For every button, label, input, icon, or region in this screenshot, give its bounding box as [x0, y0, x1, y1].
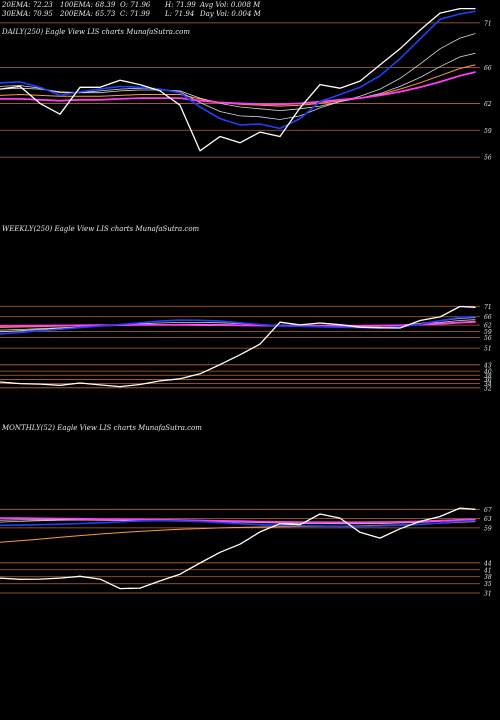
high-value: H: 71.99 — [165, 1, 196, 9]
day-volume-value: Day Vol: 0.004 M — [200, 10, 261, 18]
daily-y-tick-label-3: 59 — [484, 128, 492, 135]
monthly-panel-title: MONTHLY(52) Eagle View LIS charts Munafa… — [2, 424, 202, 432]
monthly-y-tick-label-1: 63 — [484, 516, 492, 523]
daily-y-tick-label-2: 62 — [484, 101, 492, 108]
monthly-y-tick-label-4: 41 — [483, 567, 492, 574]
monthly-y-tick-label-5: 38 — [484, 574, 492, 581]
weekly-y-tick-label-9: 36 — [484, 377, 492, 384]
daily-price-series-line — [0, 7, 476, 152]
weekly-y-tick-label-4: 56 — [484, 335, 492, 342]
daily-ema-band-upper-series-line — [0, 33, 476, 120]
daily-y-tick-label-4: 56 — [484, 155, 492, 162]
weekly-ema-fast-series-line — [0, 315, 476, 335]
weekly-price-series-line — [0, 305, 476, 388]
daily-ema-band-lower-series-line — [0, 52, 476, 111]
low-value: L: 71.94 — [165, 10, 195, 18]
monthly-y-tick-label-2: 59 — [484, 525, 492, 532]
daily-ema-fast-series-line — [0, 10, 476, 130]
monthly-price-series-line — [0, 507, 476, 590]
close-value: C: 71.99 — [120, 10, 150, 18]
ema30-value: 30EMA: 70.95 — [2, 10, 53, 18]
monthly-y-tick-label-7: 31 — [484, 591, 492, 598]
ema100-value: 100EMA: 68.39 — [60, 1, 116, 9]
monthly-ema-slow-series-line — [0, 517, 476, 524]
daily-y-tick-label-1: 66 — [484, 65, 492, 72]
weekly-y-tick-label-3: 59 — [484, 329, 492, 336]
weekly-y-tick-label-0: 71 — [484, 304, 492, 311]
daily-chart-panel: 71 66 62 59 56 — [0, 7, 492, 162]
avg-volume-value: Avg Vol: 0.008 M — [200, 1, 261, 9]
weekly-y-tick-label-2: 62 — [484, 323, 492, 330]
weekly-y-tick-label-6: 43 — [483, 362, 492, 369]
ema200-value: 200EMA: 65.73 — [60, 10, 116, 18]
daily-y-tick-label-0: 71 — [484, 20, 492, 27]
weekly-y-tick-label-7: 40 — [483, 369, 492, 376]
monthly-y-tick-label-3: 44 — [483, 560, 492, 567]
weekly-y-tick-label-10: 34 — [484, 381, 492, 388]
weekly-ema-slow-series-line — [0, 321, 476, 328]
monthly-ema-fast-series-line — [0, 519, 476, 528]
weekly-y-tick-label-1: 66 — [484, 314, 492, 321]
weekly-y-tick-label-11: 32 — [484, 385, 492, 392]
monthly-y-tick-label-0: 67 — [484, 507, 492, 514]
weekly-y-tick-label-8: 38 — [484, 373, 492, 380]
daily-panel-title: DAILY(250) Eagle View LIS charts MunafaS… — [2, 28, 190, 36]
weekly-panel-title: WEEKLY(250) Eagle View LIS charts Munafa… — [2, 225, 200, 233]
weekly-y-tick-label-5: 51 — [484, 346, 492, 353]
open-value: O: 71.96 — [120, 1, 151, 9]
daily-ema-slow-series-line — [0, 71, 476, 106]
ema20-value: 20EMA: 72.23 — [2, 1, 53, 9]
monthly-y-tick-label-6: 35 — [484, 581, 492, 588]
